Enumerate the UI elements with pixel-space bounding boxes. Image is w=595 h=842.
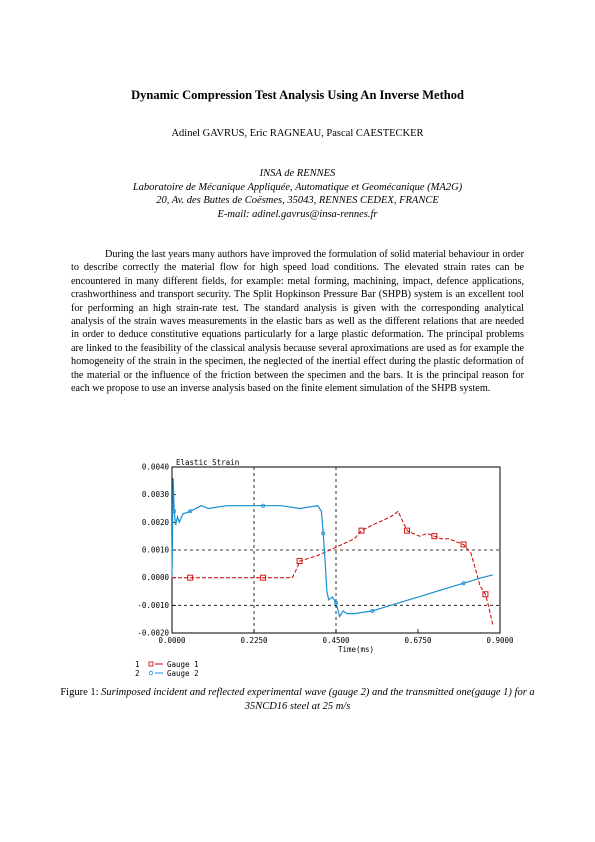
- x-tick-label: 0.2250: [240, 636, 268, 645]
- affiliation-line: INSA de RENNES: [259, 168, 336, 179]
- x-tick-label: 0.0000: [158, 636, 186, 645]
- x-tick-label: 0.4500: [322, 636, 350, 645]
- data-point-gauge-1: [187, 574, 194, 581]
- figure-1: Elastic Strain 0.0040 0.0030 0.0020 0.0010 0.…: [115, 455, 525, 687]
- x-tick-label: 0.6750: [404, 636, 432, 645]
- affiliation-line: Laboratoire de Mécanique Appliquée, Auto…: [132, 181, 463, 193]
- data-point-gauge-2: [370, 608, 375, 613]
- y-tick-label: 0.0000: [142, 573, 170, 582]
- data-point-gauge-1: [460, 541, 467, 548]
- data-point-gauge-1: [358, 527, 365, 534]
- legend-index: 1: [135, 660, 140, 669]
- data-point-gauge-2: [261, 503, 266, 508]
- data-point-gauge-1: [431, 533, 438, 540]
- data-point-gauge-1: [404, 527, 411, 534]
- y-tick-label: 0.0030: [142, 490, 170, 499]
- legend-marker-square: [148, 661, 154, 667]
- data-point-gauge-2: [333, 600, 338, 605]
- x-tick-label: 0.9000: [486, 636, 514, 645]
- affiliation-email: E-mail: adinel.gavrus@insa-rennes.fr: [217, 208, 378, 220]
- x-axis-label: Time(ms): [338, 645, 374, 654]
- paper-authors: Adinel GAVRUS, Eric RAGNEAU, Pascal CAES…: [171, 128, 424, 139]
- legend-label: Gauge 1: [167, 660, 199, 669]
- legend-label: Gauge 2: [167, 669, 199, 678]
- data-point-gauge-1: [296, 558, 303, 565]
- caption-text: Surimposed incident and reflected experi…: [101, 687, 535, 712]
- data-point-gauge-2: [321, 531, 326, 536]
- y-tick-label: 0.0010: [142, 546, 170, 555]
- y-tick-label: -0.0020: [137, 629, 169, 638]
- data-point-gauge-2: [461, 581, 466, 586]
- y-tick-label: -0.0010: [137, 601, 169, 610]
- strain-chart: Elastic Strain 0.0040 0.0030 0.0020 0.0010 0.…: [135, 458, 514, 678]
- y-tick-label: 0.0040: [142, 463, 170, 472]
- abstract-paragraph: During the last years many authors have …: [71, 249, 524, 395]
- series-line-2: [171, 478, 493, 618]
- affiliation-line: 20, Av. des Buttes de Coësmes, 35043, RE…: [156, 195, 439, 206]
- affiliation-block: INSA de RENNES Laboratoire de Mécanique …: [0, 167, 595, 221]
- figure-caption: Figure 1: Surimposed incident and reflec…: [60, 686, 535, 713]
- caption-prefix: Figure 1:: [60, 687, 102, 698]
- data-point-gauge-2: [188, 509, 193, 514]
- paper-title: Dynamic Compression Test Analysis Using …: [131, 88, 464, 102]
- data-point-gauge-2: [172, 509, 177, 514]
- y-tick-label: 0.0020: [142, 518, 170, 527]
- data-point-gauge-1: [260, 574, 267, 581]
- chart-title: Elastic Strain: [176, 458, 239, 467]
- legend-marker-circle: [148, 670, 154, 676]
- data-point-gauge-1: [482, 591, 489, 598]
- series-line-1: [172, 510, 494, 625]
- legend-index: 2: [135, 669, 140, 678]
